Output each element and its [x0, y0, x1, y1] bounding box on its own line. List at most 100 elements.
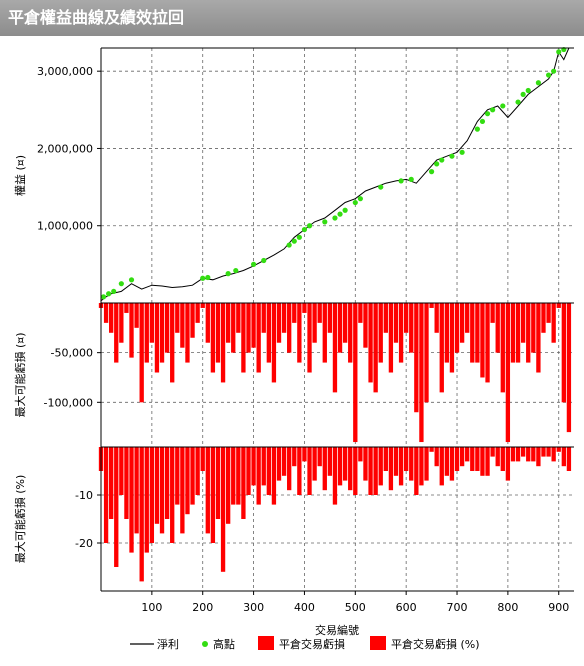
legend-label: 高點: [213, 637, 235, 651]
drawdown-bar: [292, 447, 297, 467]
drawdown-bar: [139, 303, 144, 403]
drawdown-bar: [393, 303, 399, 343]
drawdown-bar: [307, 447, 312, 495]
drawdown-bar: [409, 303, 414, 353]
drawdown-bar: [373, 447, 378, 495]
series-line-net-profit: [100, 47, 570, 302]
drawdown-bar: [317, 447, 322, 467]
high-point: [205, 274, 211, 281]
drawdown-bar: [246, 303, 251, 353]
drawdown-bar: [414, 447, 419, 495]
x-tick-label: 400: [294, 601, 315, 614]
drawdown-bar: [515, 303, 521, 363]
drawdown-bar: [134, 303, 139, 328]
drawdown-bar: [541, 303, 546, 333]
drawdown-bar: [312, 303, 317, 343]
drawdown-bar: [546, 447, 551, 457]
drawdown-bar: [403, 447, 409, 471]
drawdown-bar: [200, 303, 205, 308]
high-point: [535, 80, 541, 86]
y-axis-title: 最大可能虧損 (%): [13, 475, 27, 564]
drawdown-bar: [119, 303, 124, 343]
drawdown-bar: [353, 303, 358, 443]
x-tick-label: 700: [447, 601, 468, 614]
drawdown-bar: [129, 303, 134, 358]
drawdown-bar: [287, 447, 292, 491]
drawdown-bar: [109, 303, 114, 333]
drawdown-bar: [175, 447, 180, 505]
drawdown-bar: [398, 447, 404, 486]
drawdown-bar: [124, 447, 129, 519]
drawdown-bar: [195, 447, 200, 495]
high-point: [428, 169, 435, 175]
drawdown-bar: [444, 447, 450, 476]
high-point: [545, 72, 552, 78]
drawdown-bar: [520, 447, 526, 457]
drawdown-bar: [195, 303, 200, 323]
drawdown-bar: [251, 447, 256, 486]
drawdown-bar: [454, 303, 460, 353]
high-point: [322, 219, 328, 225]
drawdown-bar: [551, 303, 556, 343]
high-point: [551, 68, 557, 74]
drawdown-bar: [332, 303, 338, 393]
y-tick-label: 3,000,000: [37, 65, 93, 78]
high-point: [296, 234, 302, 240]
drawdown-bar: [526, 303, 531, 363]
drawdown-bar: [266, 303, 272, 363]
drawdown-bar: [271, 303, 277, 383]
drawdown-bar: [363, 303, 368, 348]
drawdown-bar: [332, 447, 338, 505]
high-point: [286, 242, 292, 248]
high-point: [301, 226, 308, 233]
drawdown-bar: [449, 303, 455, 373]
drawdown-bar: [485, 303, 490, 383]
high-point: [439, 157, 445, 163]
drawdown-bar: [515, 447, 521, 462]
drawdown-bar: [200, 447, 205, 471]
x-tick-label: 200: [192, 601, 213, 614]
drawdown-bar: [149, 303, 155, 343]
drawdown-bar: [556, 303, 561, 308]
drawdown-bar: [302, 303, 307, 313]
drawdown-bar: [322, 447, 327, 491]
x-tick-label: 600: [396, 601, 417, 614]
legend-label: 平倉交易虧損: [279, 637, 345, 651]
high-point: [342, 207, 348, 213]
x-tick-label: 300: [243, 601, 264, 614]
high-point: [434, 161, 440, 167]
drawdown-bar: [383, 447, 388, 471]
drawdown-bar: [119, 447, 124, 495]
drawdown-bar: [536, 447, 541, 467]
drawdown-bar: [276, 303, 282, 343]
y-axis-title: 權益 (¤): [13, 155, 27, 196]
drawdown-bar: [225, 447, 231, 524]
x-tick-label: 500: [345, 601, 366, 614]
drawdown-bar: [322, 303, 327, 363]
drawdown-bar: [485, 447, 490, 476]
drawdown-bar: [546, 303, 551, 323]
drawdown-bar: [154, 303, 160, 373]
drawdown-bar: [297, 447, 302, 495]
high-point: [500, 103, 506, 109]
drawdown-bar: [236, 447, 241, 505]
drawdown-bar: [348, 303, 353, 363]
drawdown-bar: [465, 303, 470, 333]
drawdown-bar: [561, 303, 566, 403]
high-point: [357, 196, 363, 202]
high-point: [332, 215, 338, 221]
drawdown-bar: [215, 447, 221, 519]
drawdown-bar: [566, 303, 572, 433]
drawdown-bar: [231, 303, 236, 353]
drawdown-bar: [185, 447, 190, 515]
drawdown-bar: [459, 303, 465, 343]
drawdown-bar: [144, 447, 149, 553]
y-tick-label: -10: [75, 489, 93, 502]
drawdown-bar: [292, 303, 297, 323]
drawdown-bar: [190, 447, 195, 505]
drawdown-bar: [342, 303, 348, 343]
drawdown-bar: [520, 303, 526, 343]
x-tick-label: 800: [497, 601, 518, 614]
drawdown-bar: [327, 447, 333, 476]
drawdown-pct-panel: -10 -20 最大可能虧損 (%) 100 200 300 400 500 600 700 800…: [13, 446, 574, 614]
